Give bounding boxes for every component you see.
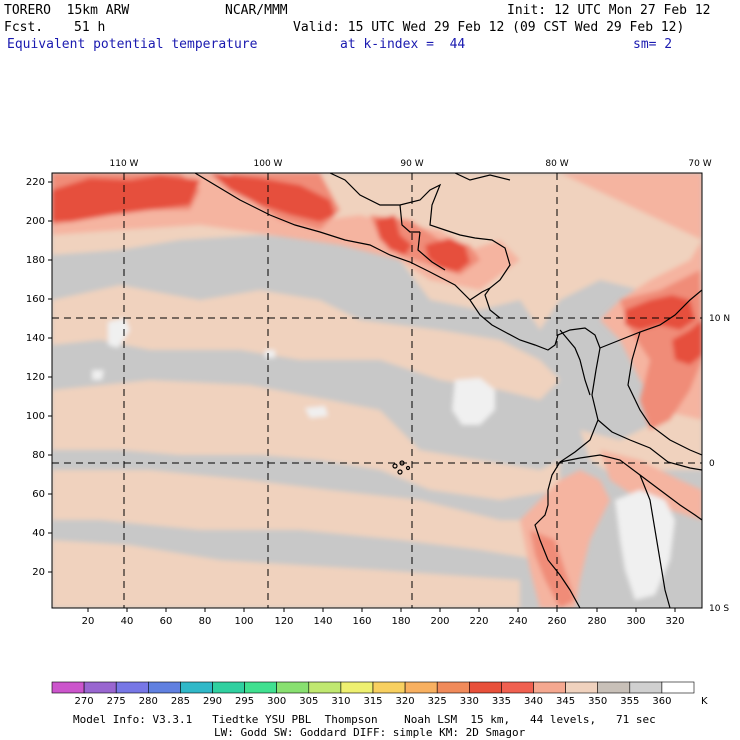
color-bar-tick-label: 345 bbox=[556, 696, 575, 707]
color-bar-swatch bbox=[308, 681, 342, 694]
lon-label: 80 W bbox=[545, 159, 568, 169]
map-frame bbox=[51, 172, 703, 609]
lon-label: 110 W bbox=[110, 159, 139, 169]
model-info-line1: Model Info: V3.3.1 Tiedtke YSU PBL Thomp… bbox=[73, 713, 656, 726]
field-name: Equivalent potential temperature bbox=[7, 37, 258, 52]
color-bar-tick-label: 330 bbox=[460, 696, 479, 707]
color-bar-tick-label: 355 bbox=[620, 696, 639, 707]
valid-time: Valid: 15 UTC Wed 29 Feb 12 (09 CST Wed … bbox=[293, 20, 685, 35]
coastline-outline bbox=[194, 173, 702, 608]
grid-x-label: 80 bbox=[199, 616, 212, 627]
color-bar-tick-label: 300 bbox=[267, 696, 286, 707]
lat-label: 10 S bbox=[709, 604, 729, 614]
color-bar-tick-label: 305 bbox=[299, 696, 318, 707]
grid-y-label: 80 bbox=[32, 450, 45, 461]
color-bar-tick-label: 310 bbox=[331, 696, 350, 707]
color-bar-swatch bbox=[340, 681, 374, 694]
color-bar-tick-label: 320 bbox=[396, 696, 415, 707]
grid-x-label: 100 bbox=[234, 616, 253, 627]
color-bar-tick-label: 315 bbox=[363, 696, 382, 707]
forecast-hours: 51 h bbox=[74, 20, 106, 35]
model-info-line2: LW: Godd SW: Goddard DIFF: simple KM: 2D… bbox=[214, 726, 526, 739]
color-bar bbox=[51, 681, 695, 694]
grid-y-label: 180 bbox=[26, 255, 45, 266]
grid-x-label: 280 bbox=[587, 616, 606, 627]
color-bar-swatch bbox=[51, 681, 85, 694]
color-bar-swatch bbox=[83, 681, 117, 694]
color-bar-swatch bbox=[276, 681, 310, 694]
grid-x-label: 120 bbox=[274, 616, 293, 627]
color-bar-tick-label: 335 bbox=[492, 696, 511, 707]
level-label: at k-index = 44 bbox=[340, 37, 466, 52]
color-bar-swatch bbox=[533, 681, 566, 694]
lon-label: 90 W bbox=[400, 159, 423, 169]
left-ticks bbox=[48, 181, 52, 573]
grid-y-label: 20 bbox=[32, 567, 45, 578]
color-bar-swatch bbox=[404, 681, 438, 694]
grid-x-label: 180 bbox=[391, 616, 410, 627]
left-grid-labels: 220 200 180 160 140 120 100 80 60 40 20 bbox=[26, 177, 45, 578]
grid-y-label: 60 bbox=[32, 489, 45, 500]
bottom-grid-labels: 20 40 60 80 100 120 140 160 180 200 220 … bbox=[82, 616, 685, 627]
init-time: Init: 12 UTC Mon 27 Feb 12 bbox=[507, 3, 711, 18]
grid-x-label: 300 bbox=[626, 616, 645, 627]
top-lon-labels: 110 W 100 W 90 W 80 W 70 W bbox=[110, 159, 712, 169]
theta-e-field bbox=[52, 173, 702, 608]
color-bar-tick-label: 285 bbox=[171, 696, 190, 707]
lon-label: 70 W bbox=[688, 159, 711, 169]
color-bar-swatch bbox=[372, 681, 406, 694]
grid-x-label: 60 bbox=[160, 616, 173, 627]
color-bar-swatch bbox=[629, 681, 663, 694]
color-bar-tick-label: 325 bbox=[428, 696, 447, 707]
grid-x-label: 240 bbox=[508, 616, 527, 627]
grid-y-label: 40 bbox=[32, 528, 45, 539]
right-lat-labels: 10 N 0 10 S bbox=[709, 314, 730, 614]
bottom-ticks bbox=[87, 608, 676, 612]
lat-lon-grid bbox=[52, 173, 702, 608]
lat-label: 10 N bbox=[709, 314, 730, 324]
grid-x-label: 160 bbox=[352, 616, 371, 627]
grid-y-label: 160 bbox=[26, 294, 45, 305]
color-bar-swatch bbox=[244, 681, 278, 694]
color-bar-swatch bbox=[501, 681, 534, 694]
grid-x-label: 320 bbox=[665, 616, 684, 627]
color-bar-tick-label: 360 bbox=[652, 696, 671, 707]
color-bar-swatch bbox=[468, 681, 502, 694]
grid-y-label: 220 bbox=[26, 177, 45, 188]
color-bar-swatch bbox=[212, 681, 245, 694]
grid-y-label: 140 bbox=[26, 333, 45, 344]
color-bar-tick-label: 350 bbox=[588, 696, 607, 707]
color-bar-tick-label: 270 bbox=[75, 696, 94, 707]
lat-label: 0 bbox=[709, 459, 715, 469]
color-bar-unit: K bbox=[701, 696, 708, 707]
grid-x-label: 140 bbox=[313, 616, 332, 627]
color-bar-swatch bbox=[436, 681, 470, 694]
color-bar-tick-label: 280 bbox=[139, 696, 158, 707]
grid-x-label: 220 bbox=[469, 616, 488, 627]
grid-x-label: 260 bbox=[547, 616, 566, 627]
color-bar-swatch bbox=[115, 681, 149, 694]
color-bar-swatch bbox=[661, 681, 695, 694]
color-bar-tick-label: 290 bbox=[203, 696, 222, 707]
color-bar-swatch bbox=[148, 681, 181, 694]
grid-x-label: 20 bbox=[82, 616, 95, 627]
center-name: NCAR/MMM bbox=[225, 3, 288, 18]
color-bar-swatch bbox=[597, 681, 631, 694]
model-name: TORERO 15km ARW bbox=[4, 3, 130, 18]
grid-y-label: 120 bbox=[26, 372, 45, 383]
color-bar-tick-label: 295 bbox=[235, 696, 254, 707]
grid-y-label: 200 bbox=[26, 216, 45, 227]
color-bar-tick-label: 275 bbox=[107, 696, 126, 707]
color-bar-swatch bbox=[565, 681, 598, 694]
color-bar-tick-label: 340 bbox=[524, 696, 543, 707]
grid-x-label: 40 bbox=[121, 616, 134, 627]
grid-x-label: 200 bbox=[430, 616, 449, 627]
forecast-label: Fcst. bbox=[4, 20, 44, 35]
color-bar-labels: 270 275 280 285 290 295 300 305 310 315 320 325 330 3… bbox=[75, 696, 672, 707]
smoothing-label: sm= 2 bbox=[633, 37, 673, 52]
lon-label: 100 W bbox=[254, 159, 283, 169]
grid-y-label: 100 bbox=[26, 411, 45, 422]
color-bar-swatch bbox=[180, 681, 213, 694]
